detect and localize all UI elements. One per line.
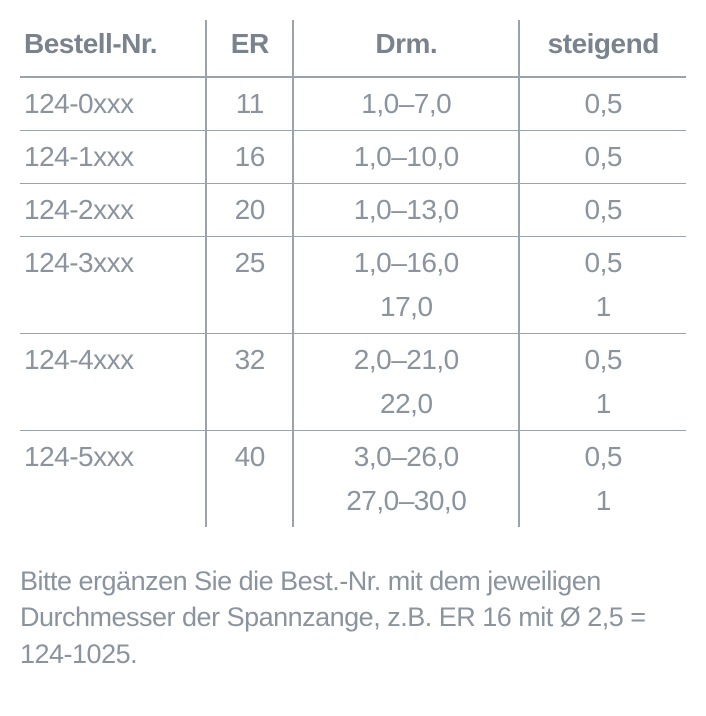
cell-drm: 22,0 (293, 386, 519, 431)
header-bestell: Bestell-Nr. (20, 20, 206, 77)
cell-bestell: 124-3xxx (20, 237, 206, 290)
cell-drm: 2,0–21,0 (293, 334, 519, 387)
table-row: 27,0–30,0 1 (20, 483, 686, 527)
cell-er: 32 (206, 334, 293, 387)
cell-steigend: 0,5 (519, 131, 686, 184)
cell-steigend: 1 (519, 483, 686, 527)
cell-drm: 3,0–26,0 (293, 431, 519, 484)
cell-er: 20 (206, 184, 293, 237)
cell-er (206, 386, 293, 431)
cell-bestell: 124-1xxx (20, 131, 206, 184)
cell-drm: 1,0–13,0 (293, 184, 519, 237)
cell-steigend: 0,5 (519, 77, 686, 131)
cell-er (206, 483, 293, 527)
cell-bestell: 124-0xxx (20, 77, 206, 131)
footnote-text: Bitte ergänzen Sie die Best.-Nr. mit dem… (20, 563, 686, 672)
table-row: 124-4xxx 32 2,0–21,0 0,5 (20, 334, 686, 387)
header-er: ER (206, 20, 293, 77)
cell-steigend: 1 (519, 386, 686, 431)
table-row: 124-3xxx 25 1,0–16,0 0,5 (20, 237, 686, 290)
table-row: 124-2xxx 20 1,0–13,0 0,5 (20, 184, 686, 237)
cell-drm: 1,0–10,0 (293, 131, 519, 184)
spec-table: Bestell-Nr. ER Drm. steigend 124-0xxx 11… (20, 20, 686, 527)
cell-bestell (20, 483, 206, 527)
cell-er (206, 289, 293, 334)
table-row: 124-1xxx 16 1,0–10,0 0,5 (20, 131, 686, 184)
cell-bestell: 124-2xxx (20, 184, 206, 237)
cell-er: 40 (206, 431, 293, 484)
cell-steigend: 1 (519, 289, 686, 334)
cell-bestell (20, 386, 206, 431)
cell-steigend: 0,5 (519, 237, 686, 290)
header-steigend: steigend (519, 20, 686, 77)
header-row: Bestell-Nr. ER Drm. steigend (20, 20, 686, 77)
cell-steigend: 0,5 (519, 334, 686, 387)
table-row: 124-0xxx 11 1,0–7,0 0,5 (20, 77, 686, 131)
cell-bestell: 124-4xxx (20, 334, 206, 387)
cell-drm: 1,0–7,0 (293, 77, 519, 131)
cell-steigend: 0,5 (519, 184, 686, 237)
cell-steigend: 0,5 (519, 431, 686, 484)
cell-drm: 17,0 (293, 289, 519, 334)
cell-drm: 27,0–30,0 (293, 483, 519, 527)
table-row: 17,0 1 (20, 289, 686, 334)
cell-bestell (20, 289, 206, 334)
cell-drm: 1,0–16,0 (293, 237, 519, 290)
header-drm: Drm. (293, 20, 519, 77)
cell-er: 25 (206, 237, 293, 290)
table-row: 22,0 1 (20, 386, 686, 431)
table-row: 124-5xxx 40 3,0–26,0 0,5 (20, 431, 686, 484)
cell-er: 16 (206, 131, 293, 184)
cell-er: 11 (206, 77, 293, 131)
cell-bestell: 124-5xxx (20, 431, 206, 484)
